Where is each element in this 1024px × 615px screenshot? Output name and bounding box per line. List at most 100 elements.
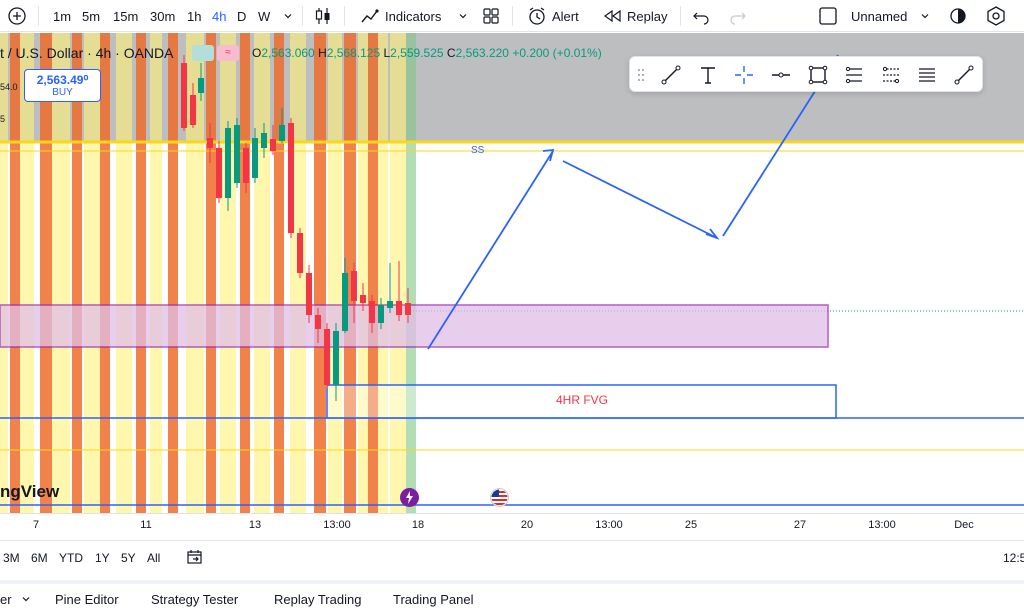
- divider: [680, 6, 681, 26]
- session-band: [186, 33, 204, 513]
- time-axis[interactable]: 7 11 13 13:00 18 20 13:00 25 27 13:00 De…: [0, 513, 1024, 537]
- range-all[interactable]: All: [147, 551, 161, 565]
- demand-zone[interactable]: [0, 304, 829, 348]
- ohlc-values: O2,563.060 H2,568.125 L2,559.525 C2,563.…: [252, 46, 602, 60]
- templates-button[interactable]: [482, 0, 500, 32]
- timeframe-w[interactable]: W: [258, 8, 271, 24]
- edge-number: 54.0: [0, 82, 18, 92]
- path-icon[interactable]: [952, 63, 976, 87]
- date-range-button[interactable]: [186, 548, 204, 569]
- layout-button[interactable]: [818, 0, 838, 32]
- layout-dropdown[interactable]: [920, 0, 930, 32]
- clock-time[interactable]: 12:5: [1003, 551, 1024, 565]
- candle-body: [315, 315, 321, 329]
- time-tick: 27: [793, 519, 807, 531]
- chevron-down-icon: [921, 14, 929, 19]
- fvg-box[interactable]: [326, 384, 837, 419]
- indicators-button[interactable]: Indicators: [360, 0, 441, 32]
- fvg-label[interactable]: 4HR FVG: [556, 393, 609, 407]
- time-tick: 13:00: [868, 519, 896, 531]
- candle-body: [396, 301, 402, 315]
- timeframe-1h[interactable]: 1h: [187, 8, 202, 24]
- rectangle-icon[interactable]: [806, 63, 830, 87]
- chart-canvas[interactable]: [0, 33, 1024, 513]
- candle-body: [181, 63, 187, 128]
- session-band: [378, 33, 388, 513]
- candle-body: [369, 301, 375, 323]
- range-5y[interactable]: 5Y: [121, 551, 136, 565]
- timeframe-4h[interactable]: 4h: [212, 8, 227, 24]
- plus-circle-icon: [8, 7, 26, 25]
- chevron-down-icon: [284, 14, 292, 19]
- drag-handle[interactable]: [634, 63, 648, 87]
- bottom-panel-tabs: er Pine Editor Strategy Tester Replay Tr…: [0, 580, 1024, 615]
- change-value: +0.200 (+0.01%): [512, 46, 602, 60]
- long-lines-icon[interactable]: [915, 63, 939, 87]
- range-6m[interactable]: 6M: [31, 551, 48, 565]
- timeframe-d[interactable]: D: [237, 8, 247, 24]
- redo-icon: [730, 12, 746, 25]
- timeframe-15m[interactable]: 15m: [113, 8, 139, 24]
- compare-icon[interactable]: ≈: [217, 45, 239, 61]
- replay-button[interactable]: Replay: [602, 0, 667, 32]
- range-ytd[interactable]: YTD: [59, 551, 83, 565]
- session-band: [136, 33, 146, 513]
- timeframe-dropdown[interactable]: [283, 0, 293, 32]
- ss-label[interactable]: SS: [471, 145, 485, 156]
- horizontal-ray-icon[interactable]: [769, 63, 793, 87]
- time-tick: 18: [411, 519, 425, 531]
- chart-area[interactable]: t / U.S. Dollar · 4h · OANDA ≈ O2,563.06…: [0, 33, 1024, 513]
- timeframe-30m[interactable]: 30m: [150, 8, 176, 24]
- indicator-toggle-icon[interactable]: [192, 45, 214, 61]
- text-icon[interactable]: [696, 63, 720, 87]
- fib-icon[interactable]: [842, 63, 866, 87]
- crosshair-icon[interactable]: [732, 63, 756, 87]
- quick-search-button[interactable]: [948, 0, 968, 32]
- indicators-dropdown[interactable]: [458, 0, 468, 32]
- buy-button[interactable]: 2,563.49⁰ BUY: [24, 69, 101, 102]
- buy-label: BUY: [52, 87, 73, 98]
- candle-body: [234, 125, 240, 183]
- divider: [344, 6, 345, 26]
- layout-icon: [819, 7, 837, 25]
- undo-button[interactable]: [692, 0, 710, 32]
- range-3m[interactable]: 3M: [3, 551, 20, 565]
- divider: [38, 6, 39, 26]
- tab-screener[interactable]: er: [0, 592, 31, 607]
- top-toolbar: 1m 5m 15m 30m 1h 4h D W Indicators: [0, 0, 1024, 32]
- range-1y[interactable]: 1Y: [95, 551, 110, 565]
- timeframe-1m[interactable]: 1m: [53, 8, 72, 24]
- tab-replay-trading[interactable]: Replay Trading: [274, 592, 362, 607]
- redo-button[interactable]: [729, 0, 747, 32]
- session-band: [358, 33, 368, 513]
- replay-label: Replay: [627, 8, 668, 24]
- session-band: [344, 33, 356, 513]
- chart-type-button[interactable]: [314, 0, 332, 32]
- legend-icons: ≈: [192, 45, 239, 61]
- tab-pine-editor[interactable]: Pine Editor: [55, 592, 119, 607]
- session-band: [328, 33, 342, 513]
- candle-body: [360, 295, 366, 303]
- alert-button[interactable]: Alert: [527, 0, 579, 32]
- event-lightning-icon[interactable]: [400, 488, 419, 507]
- trendline-icon[interactable]: [659, 63, 683, 87]
- us-flag-icon[interactable]: [490, 488, 509, 507]
- candle-body: [207, 138, 213, 148]
- parallel-channel-icon[interactable]: [879, 63, 903, 87]
- candle-body: [252, 138, 258, 178]
- timeframe-5m[interactable]: 5m: [82, 8, 101, 24]
- candle-body: [351, 271, 357, 301]
- layout-name[interactable]: Unnamed: [851, 8, 908, 24]
- tab-strategy-tester[interactable]: Strategy Tester: [151, 592, 239, 607]
- edge-number: 5: [0, 114, 6, 124]
- add-symbol-button[interactable]: [7, 0, 27, 32]
- candle-body: [270, 139, 276, 151]
- open-value: 2,563.060: [261, 46, 315, 60]
- symbol-title[interactable]: t / U.S. Dollar · 4h · OANDA: [0, 45, 174, 61]
- session-band: [406, 33, 416, 513]
- high-key: H: [318, 46, 327, 60]
- settings-button[interactable]: [985, 0, 1007, 32]
- candle-body: [261, 133, 267, 148]
- close-key: C: [446, 46, 456, 60]
- tab-trading-panel[interactable]: Trading Panel: [393, 592, 474, 607]
